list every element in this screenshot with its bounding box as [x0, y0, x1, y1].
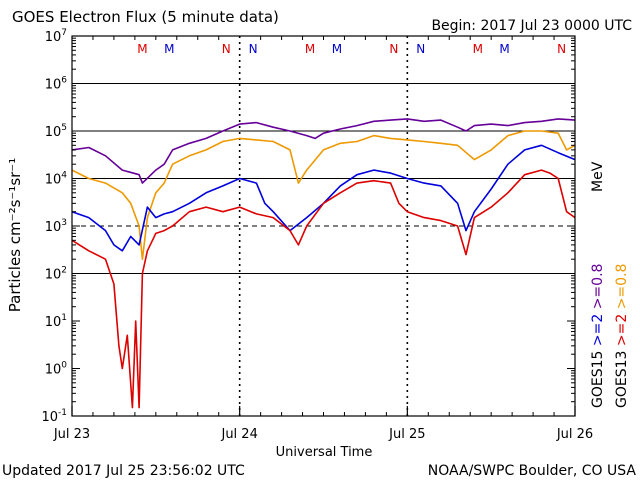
legend-entry: GOES13 >=2 >=0.8: [614, 264, 630, 408]
local-time-marker: N: [557, 42, 566, 56]
local-time-marker: M: [305, 42, 315, 56]
begin-time: Begin: 2017 Jul 23 0000 UTC: [431, 18, 632, 34]
legend-item: >=0.8: [614, 264, 630, 314]
local-time-marker: M: [332, 42, 342, 56]
y-tick-label: 102: [45, 266, 67, 283]
local-time-marker: M: [164, 42, 174, 56]
x-tick-label: Jul 26: [556, 427, 593, 442]
legend-entry: GOES15 >=2 >=0.8: [590, 264, 606, 408]
legend-unit: MeV: [590, 161, 606, 192]
y-tick-label: 101: [45, 313, 67, 330]
legend-item: >=2: [590, 314, 606, 351]
y-tick-label: 100: [45, 361, 68, 378]
x-axis-label: Universal Time: [276, 445, 373, 460]
local-time-marker: N: [389, 42, 398, 56]
y-tick-label: 104: [45, 171, 68, 188]
legend-item: GOES15: [590, 351, 606, 408]
y-axis-label: Particles cm⁻²s⁻¹sr⁻¹: [6, 158, 24, 312]
legend-item: >=0.8: [590, 264, 606, 314]
local-time-marker: N: [416, 42, 425, 56]
local-time-marker: M: [499, 42, 509, 56]
x-tick-label: Jul 24: [220, 427, 257, 442]
local-time-marker: M: [473, 42, 483, 56]
y-tick-label: 103: [45, 218, 67, 235]
chart-title: GOES Electron Flux (5 minute data): [12, 8, 279, 26]
series-line: [71, 144, 576, 252]
local-time-marker: N: [222, 42, 231, 56]
x-tick-label: Jul 25: [388, 427, 425, 442]
series-line: [71, 118, 576, 184]
series-line: [71, 169, 576, 409]
grid-layer: [72, 36, 575, 416]
series-line: [71, 130, 576, 260]
series-layer: [71, 118, 576, 409]
credit-text: NOAA/SWPC Boulder, CO USA: [428, 463, 637, 479]
y-tick-label: 105: [45, 123, 67, 140]
y-tick-label: 107: [45, 28, 67, 45]
legend-item: GOES13: [614, 351, 630, 408]
local-time-marker: N: [249, 42, 258, 56]
y-tick-label: 10-1: [41, 408, 67, 425]
updated-timestamp: Updated 2017 Jul 25 23:56:02 UTC: [2, 463, 245, 479]
axis-layer: 10-1 100 101 102 103 104 105 106 107 Jul 23 Jul 24…: [41, 28, 593, 442]
y-tick-label: 106: [45, 76, 68, 93]
x-tick-label: Jul 23: [53, 427, 90, 442]
legend-item: >=2: [614, 314, 630, 351]
local-time-marker: M: [137, 42, 147, 56]
